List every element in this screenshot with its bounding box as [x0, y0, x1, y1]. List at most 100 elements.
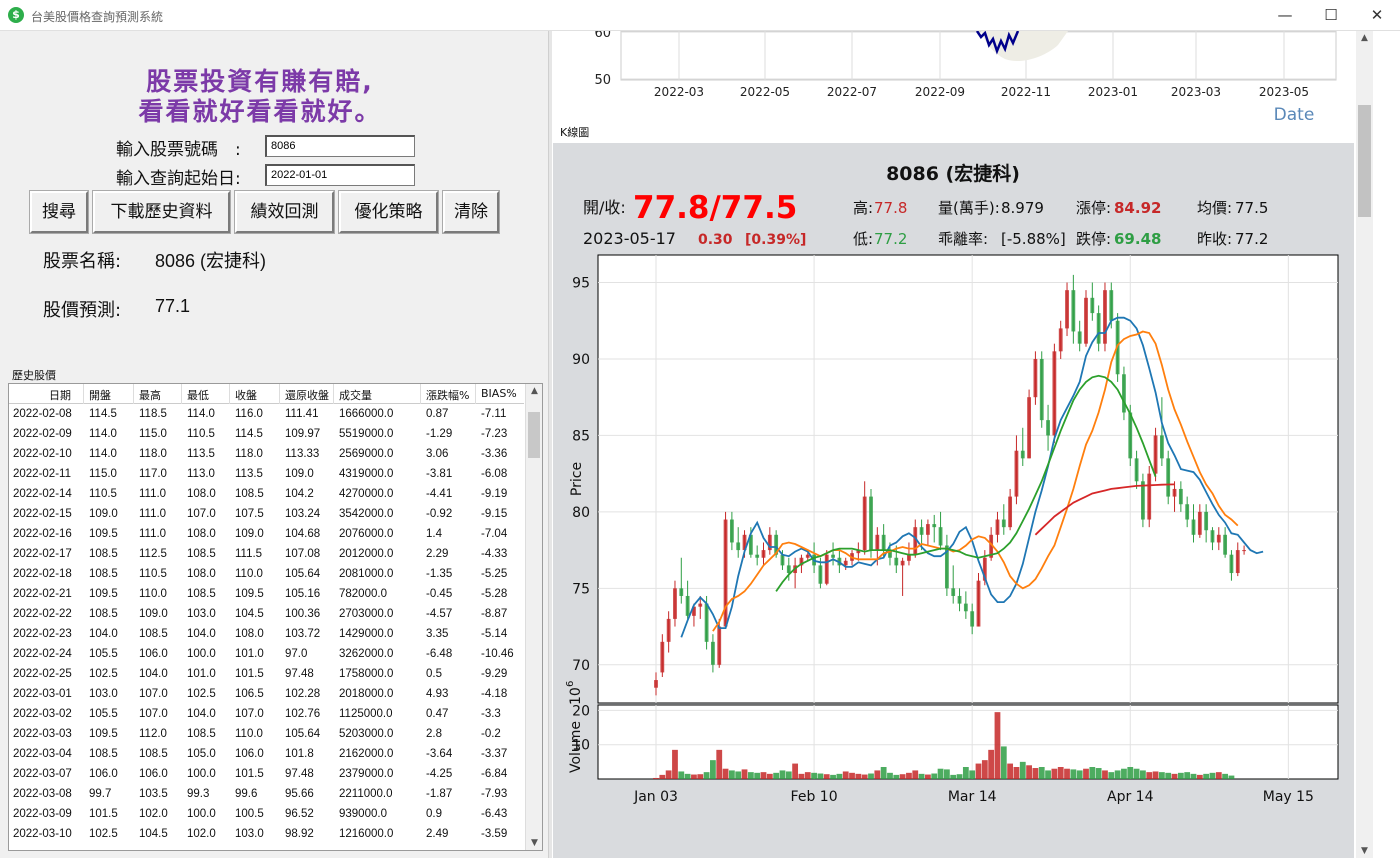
column-header[interactable]: 最高: [139, 389, 161, 402]
table-row[interactable]: 2022-03-09 101.5 102.0 100.0 100.5 96.52 93900…: [9, 805, 524, 825]
table-cell: 111.5: [235, 548, 263, 560]
scroll-thumb[interactable]: [528, 412, 540, 458]
volume-bar: [766, 773, 773, 779]
right-scrollbar[interactable]: ▲ ▼: [1356, 31, 1373, 858]
table-row[interactable]: 2022-03-02 105.5 107.0 104.0 107.0 102.76 1125…: [9, 705, 524, 725]
candle-body: [894, 557, 899, 566]
volume-bar: [1051, 768, 1058, 779]
close-button[interactable]: ✕: [1370, 6, 1384, 24]
column-divider: [420, 384, 421, 404]
search-button[interactable]: 搜尋: [29, 190, 89, 234]
table-cell: 114.5: [235, 428, 263, 440]
volume-bar: [861, 774, 868, 779]
table-cell: 102.5: [89, 828, 118, 840]
table-cell: 113.0: [187, 468, 215, 480]
column-header[interactable]: 開盤: [89, 389, 111, 402]
table-row[interactable]: 2022-02-25 102.5 104.0 101.0 101.5 97.48 17580…: [9, 665, 524, 685]
candle-body: [1046, 420, 1050, 436]
volume-bar: [874, 770, 881, 779]
candle-body: [1197, 511, 1202, 535]
column-header[interactable]: BIAS%: [481, 387, 517, 400]
stock-code-input[interactable]: 8086: [265, 135, 415, 157]
table-cell: 106.0: [139, 648, 168, 660]
x-tick-label: 2023-03: [1171, 85, 1221, 99]
minimize-button[interactable]: —: [1277, 6, 1293, 24]
candle-body: [748, 534, 753, 555]
table-row[interactable]: 2022-02-21 109.5 110.0 108.5 109.5 105.16 7820…: [9, 585, 524, 605]
table-cell: 114.0: [89, 448, 117, 460]
table-cell: 2022-02-10: [13, 448, 72, 460]
table-row[interactable]: 2022-02-23 104.0 108.5 104.0 108.0 103.72 1429…: [9, 625, 524, 645]
table-cell: 116.0: [235, 408, 263, 420]
pane-splitter[interactable]: [548, 31, 552, 858]
column-header[interactable]: 還原收盤: [285, 389, 329, 402]
table-row[interactable]: 2022-03-07 106.0 106.0 100.0 101.5 97.48 23790…: [9, 765, 524, 785]
column-header[interactable]: 漲跌幅%: [426, 389, 470, 402]
table-cell: 2022-02-18: [13, 568, 72, 580]
candle-body: [869, 496, 873, 551]
candle-body: [1229, 554, 1234, 574]
volume-bar: [697, 774, 704, 779]
scroll-up-icon[interactable]: ▲: [531, 386, 538, 396]
candle-body: [767, 534, 772, 551]
column-header[interactable]: 最低: [187, 389, 209, 402]
download-history-button[interactable]: 下載歷史資料: [92, 190, 231, 234]
history-table[interactable]: 日期 開盤 最高 最低 收盤 還原收盤 成交量 漲跌幅% BIAS% 2022-02-08 114…: [8, 383, 543, 851]
table-cell: 107.0: [139, 708, 168, 720]
table-row[interactable]: 2022-03-03 109.5 112.0 108.5 110.0 105.64 5203…: [9, 725, 524, 745]
volume-bar: [1108, 772, 1115, 779]
table-cell: 97.48: [285, 668, 314, 680]
scroll-up-icon[interactable]: ▲: [1361, 33, 1368, 43]
volume-bar: [785, 771, 792, 779]
table-row[interactable]: 2022-03-01 103.0 107.0 102.5 106.5 102.28 2018…: [9, 685, 524, 705]
table-cell: 2018000.0: [339, 688, 394, 700]
table-row[interactable]: 2022-02-15 109.0 111.0 107.0 107.5 103.24 3542…: [9, 505, 524, 525]
table-row[interactable]: 2022-02-16 109.5 111.0 108.0 109.0 104.68 2076…: [9, 525, 524, 545]
clear-button[interactable]: 清除: [442, 190, 500, 234]
candle-body: [666, 618, 671, 642]
scroll-down-icon[interactable]: ▼: [1361, 846, 1368, 856]
volume-bar: [994, 712, 1001, 779]
table-cell: 101.0: [235, 648, 264, 660]
volume-unit: 10: [568, 687, 584, 705]
top-price-chart: 2022-03 2022-05 2022-07 2022-09 2022-11 2023-…: [594, 26, 1337, 125]
table-row[interactable]: 2022-02-11 115.0 117.0 113.0 113.5 109.0 43190…: [9, 465, 524, 485]
history-group-label: 歷史股價: [12, 369, 56, 382]
start-date-input[interactable]: 2022-01-01: [265, 164, 415, 186]
column-header[interactable]: 成交量: [339, 389, 372, 402]
volume-bar: [906, 772, 912, 779]
table-cell: 100.0: [187, 648, 216, 660]
table-row[interactable]: 2022-02-18 108.5 110.5 108.0 110.0 105.64 2081…: [9, 565, 524, 585]
scroll-thumb[interactable]: [1358, 105, 1371, 217]
y-tick-label: 70: [572, 658, 590, 674]
table-row[interactable]: 2022-02-10 114.0 118.0 113.5 118.0 113.33 2569…: [9, 445, 524, 465]
table-row[interactable]: 2022-03-08 99.7 103.5 99.3 99.6 95.66 2211000.…: [9, 785, 524, 805]
x-tick-label: 2022-03: [654, 85, 704, 99]
table-row[interactable]: 2022-02-22 108.5 109.0 103.0 104.5 100.36 2703…: [9, 605, 524, 625]
volume-bar: [981, 760, 988, 779]
volume-bar: [1171, 773, 1178, 779]
column-header[interactable]: 收盤: [235, 389, 257, 402]
table-cell: 105.5: [89, 708, 118, 720]
table-row[interactable]: 2022-02-17 108.5 112.5 108.5 111.5 107.08 2012…: [9, 545, 524, 565]
table-row[interactable]: 2022-03-10 102.5 104.5 102.0 103.0 98.92 12160…: [9, 825, 524, 845]
scroll-down-icon[interactable]: ▼: [531, 838, 538, 848]
candle-body: [989, 534, 994, 558]
backtest-button[interactable]: 績效回測: [234, 190, 335, 234]
table-row[interactable]: 2022-02-14 110.5 111.0 108.0 108.5 104.2 42700…: [9, 485, 524, 505]
column-header[interactable]: 日期: [49, 389, 71, 402]
table-row[interactable]: 2022-03-04 108.5 108.5 105.0 106.0 101.8 21620…: [9, 745, 524, 765]
optimize-strategy-button[interactable]: 優化策略: [338, 190, 439, 234]
column-divider: [133, 384, 134, 404]
table-scrollbar[interactable]: ▲ ▼: [525, 384, 542, 850]
table-row[interactable]: 2022-02-09 114.0 115.0 110.5 114.5 109.97 5519…: [9, 425, 524, 445]
x-tick-label: 2022-05: [740, 85, 790, 99]
table-row[interactable]: 2022-02-24 105.5 106.0 100.0 101.0 97.0 326200…: [9, 645, 524, 665]
volume-bar: [950, 774, 957, 779]
stock-name-label: 股票名稱:: [43, 251, 122, 272]
maximize-button[interactable]: ☐: [1324, 6, 1338, 24]
table-row[interactable]: 2022-02-08 114.5 118.5 114.0 116.0 111.41 1666…: [9, 405, 524, 425]
table-cell: 2022-03-07: [13, 768, 72, 780]
open-close-label: 開/收:: [583, 198, 626, 217]
candle-body: [963, 603, 968, 612]
